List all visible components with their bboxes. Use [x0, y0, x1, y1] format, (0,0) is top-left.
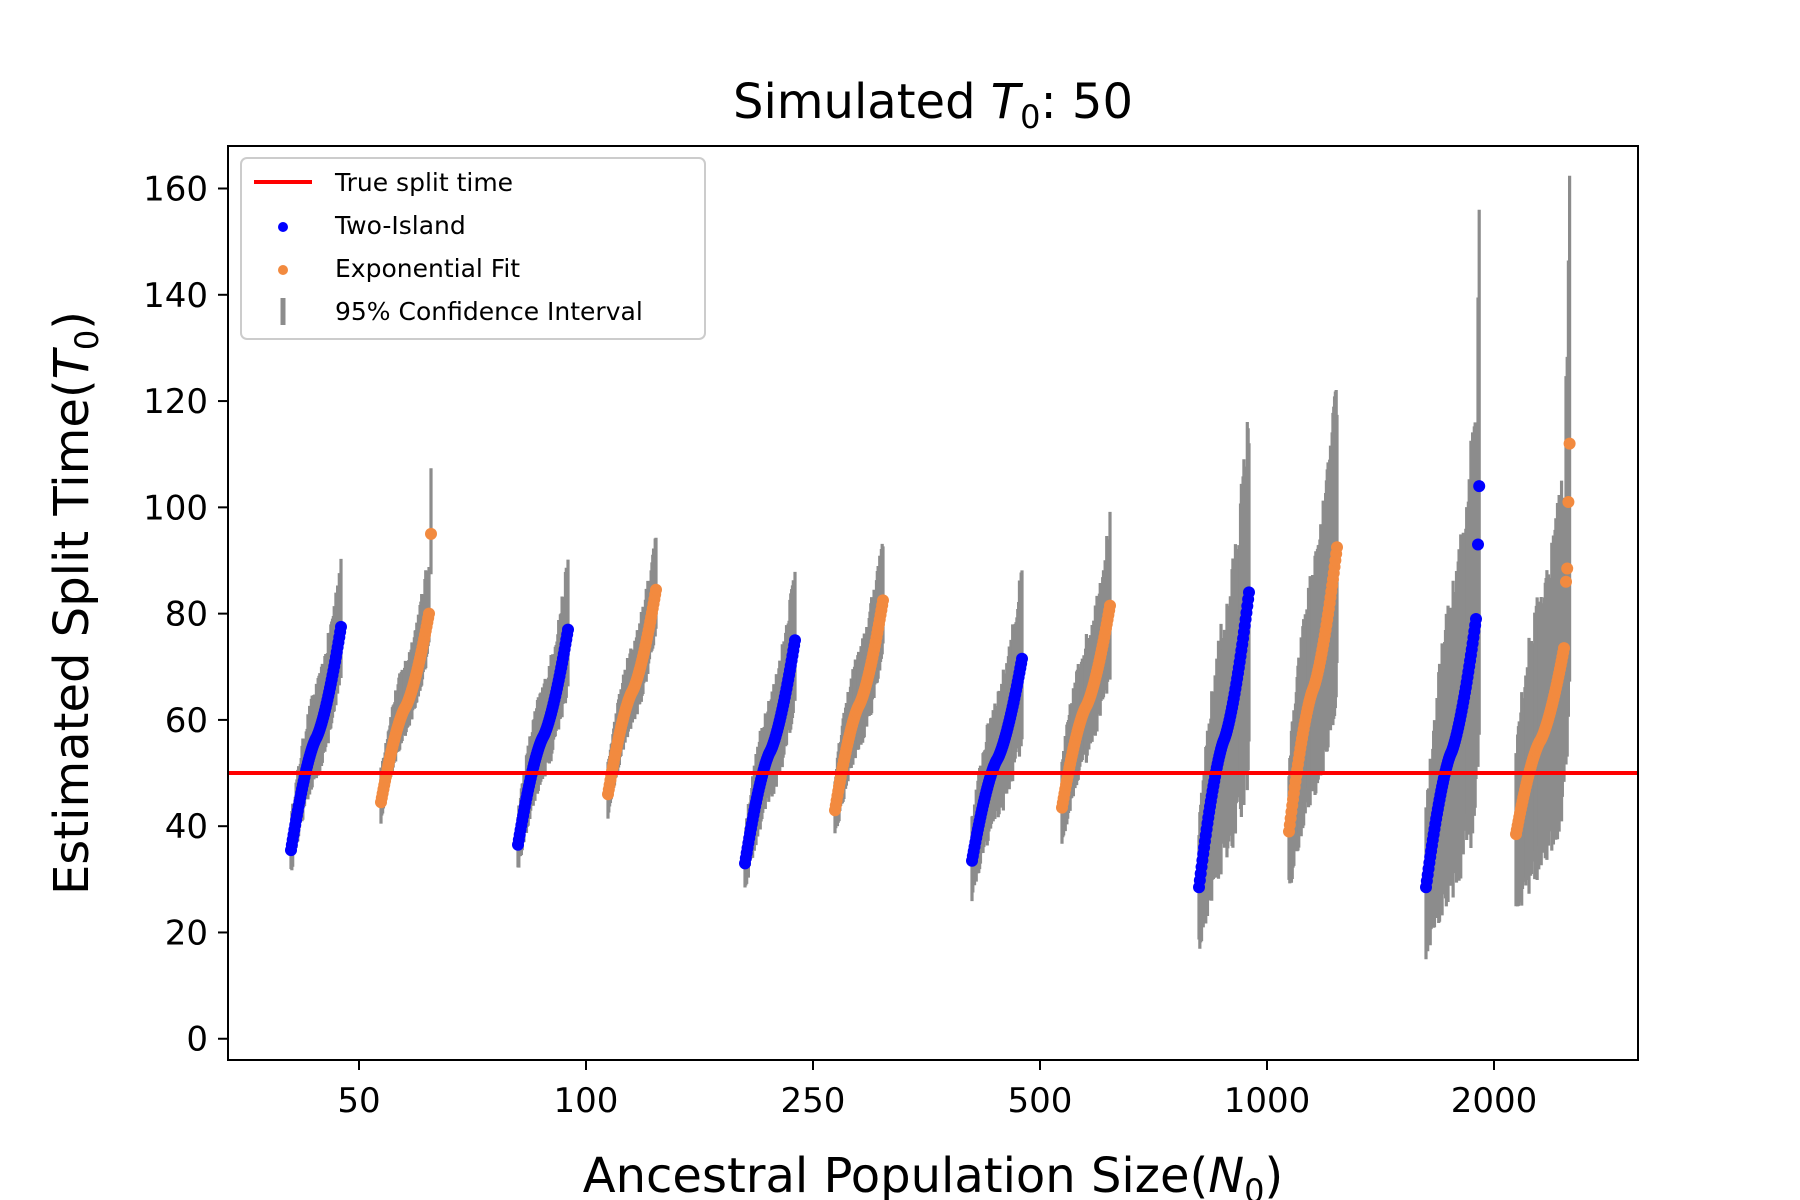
- y-tick-label: 20: [165, 913, 208, 953]
- x-axis-label: Ancestral Population Size(N0): [583, 1148, 1283, 1200]
- two-island-point: [1243, 586, 1255, 599]
- exponential-fit-point: [423, 607, 435, 620]
- legend-two-island-marker: [278, 222, 288, 232]
- legend-exponential-marker: [278, 265, 288, 275]
- exponential-fit-point: [1558, 642, 1570, 655]
- x-tick-label: 500: [1008, 1081, 1073, 1121]
- y-tick-label: 100: [143, 488, 208, 528]
- y-tick-label: 0: [186, 1020, 208, 1060]
- exponential-fit-point: [650, 583, 662, 596]
- x-tick-label: 1000: [1224, 1081, 1311, 1121]
- exponential-fit-point: [1562, 496, 1575, 509]
- exponential-fit-point: [1104, 599, 1116, 612]
- x-tick-label: 250: [781, 1081, 846, 1121]
- exponential-fit-point: [1561, 562, 1574, 575]
- plot-area: [285, 175, 1576, 960]
- two-island-point: [789, 634, 801, 647]
- two-island-point: [1470, 612, 1482, 625]
- y-tick-label: 160: [143, 170, 208, 210]
- exponential-fit-point: [1560, 575, 1572, 588]
- legend-ci-label: 95% Confidence Interval: [335, 297, 643, 326]
- x-tick-label: 50: [337, 1081, 380, 1121]
- two-island-point: [335, 620, 347, 633]
- y-axis: 0 20 40 60 80 100 120 140 160: [143, 170, 228, 1060]
- legend-true-split-label: True split time: [334, 168, 513, 197]
- legend: True split time Two-Island Exponential F…: [240, 157, 706, 340]
- x-axis: 50 100 250 500 1000 2000: [337, 1060, 1537, 1121]
- plot-frame: [227, 145, 1639, 1061]
- legend-box: [240, 157, 706, 340]
- two-island-point: [1016, 652, 1028, 665]
- y-tick-label: 140: [143, 276, 208, 316]
- exponential-fit-point: [1331, 541, 1343, 554]
- legend-two-island-label: Two-Island: [334, 211, 466, 240]
- two-island-point: [1473, 480, 1486, 493]
- exponential-fit-point: [1563, 437, 1576, 450]
- exponential-fit-point: [425, 527, 437, 540]
- two-island-point: [562, 623, 574, 636]
- y-axis-label: Estimated Split Time(T0): [44, 311, 106, 895]
- legend-exponential-label: Exponential Fit: [335, 254, 520, 283]
- y-tick-label: 40: [165, 807, 208, 847]
- y-tick-label: 60: [165, 701, 208, 741]
- exponential-fit-point: [877, 594, 889, 607]
- chart-title: Simulated T0: 50: [733, 74, 1133, 136]
- x-tick-label: 2000: [1451, 1081, 1538, 1121]
- two-island-point: [1472, 538, 1484, 551]
- x-tick-label: 100: [554, 1081, 619, 1121]
- y-tick-label: 120: [143, 382, 208, 422]
- y-tick-label: 80: [165, 595, 208, 635]
